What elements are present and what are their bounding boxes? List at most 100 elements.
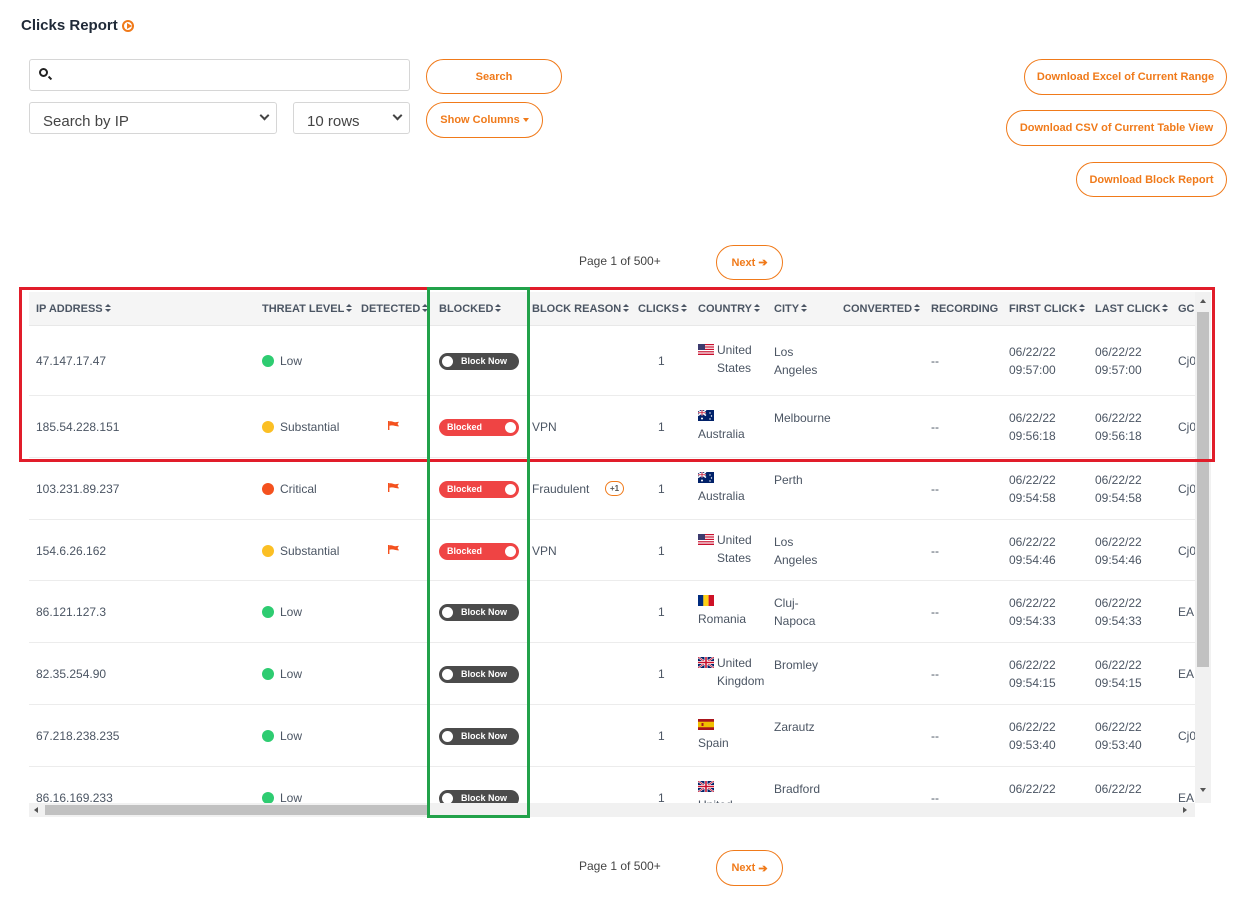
last-click: 06/22/22 09:57:00 — [1095, 343, 1142, 379]
block-toggle[interactable]: Blocked — [439, 481, 519, 498]
col-blocked[interactable]: BLOCKED — [439, 303, 502, 315]
search-input[interactable] — [58, 64, 398, 86]
block-toggle[interactable]: Block Now — [439, 728, 519, 745]
block-toggle[interactable]: Blocked — [439, 542, 519, 560]
table-row[interactable]: 103.231.89.237 Critical Blocked Fraudulent +… — [29, 458, 1196, 520]
city: Melbourne — [774, 411, 831, 425]
flag-es-icon — [698, 719, 714, 730]
first-click-date: 06/22/22 — [1009, 782, 1056, 796]
country-cell: Romania — [698, 592, 746, 628]
toggle-label: Block Now — [461, 669, 508, 679]
clicks-table: IP ADDRESS THREAT LEVEL DETECTED BLOCKED… — [29, 292, 1211, 817]
ip-address[interactable]: 103.231.89.237 — [36, 482, 120, 496]
table-row[interactable]: 154.6.26.162 Substantial Blocked VPN 1 United… — [29, 520, 1196, 581]
toggle-label: Block Now — [461, 356, 508, 366]
country-name: Australia — [698, 489, 745, 503]
col-converted[interactable]: CONVERTED — [843, 303, 921, 315]
first-click-date: 06/22/22 — [1009, 473, 1056, 487]
search-by-value: Search by IP — [43, 113, 129, 130]
next-button-top[interactable]: Next ➔ — [716, 245, 783, 280]
block-toggle[interactable]: Block Now — [439, 353, 519, 370]
col-clicks[interactable]: CLICKS — [638, 303, 687, 315]
table-row[interactable]: 67.218.238.235 Low Block Now 1 Spain Zarautz -… — [29, 705, 1196, 767]
city: Bradford — [774, 782, 821, 796]
page-title-text: Clicks Report — [21, 17, 118, 34]
next-label: Next — [731, 256, 756, 269]
col-label: LAST CLICK — [1095, 303, 1161, 315]
ip-address[interactable]: 82.35.254.90 — [36, 667, 107, 681]
col-last-click[interactable]: LAST CLICK — [1095, 303, 1169, 315]
scroll-right-icon[interactable] — [1183, 807, 1187, 813]
last-click: 06/22/22 09:54:33 — [1095, 594, 1142, 630]
col-country[interactable]: COUNTRY — [698, 303, 760, 315]
caret-down-icon — [522, 118, 529, 122]
show-columns-button[interactable]: Show Columns — [426, 102, 543, 138]
block-reason: VPN — [532, 543, 557, 558]
play-circle-icon[interactable] — [121, 19, 134, 32]
next-button-bottom[interactable]: Next ➔ — [716, 850, 783, 886]
country-name: Romania — [698, 612, 747, 626]
first-click-time: 09:56:18 — [1009, 429, 1056, 443]
block-toggle[interactable]: Blocked — [439, 419, 519, 436]
col-city[interactable]: CITY — [774, 303, 808, 315]
threat-level: Low — [280, 605, 303, 619]
threat-dot-icon — [262, 544, 274, 557]
last-click: 06/22/22 09:54:46 — [1095, 533, 1142, 569]
col-gc: GC — [1178, 303, 1195, 315]
country-name: United Kingdom — [717, 656, 765, 688]
download-csv-button[interactable]: Download CSV of Current Table View — [1006, 110, 1227, 146]
table-row[interactable]: 86.121.127.3 Low Block Now 1 Romania Cluj-Nap… — [29, 581, 1197, 643]
detected-flag-icon — [388, 421, 399, 430]
download-block-report-button[interactable]: Download Block Report — [1076, 162, 1227, 197]
chevron-down-icon — [392, 110, 403, 121]
block-toggle[interactable]: Block Now — [439, 666, 519, 683]
search-by-select[interactable]: Search by IP — [29, 102, 277, 134]
last-click: 06/22/22 09:54:58 — [1095, 471, 1142, 507]
clicks-count: 1 — [658, 729, 665, 743]
horizontal-scrollbar[interactable] — [29, 803, 1195, 817]
block-toggle[interactable]: Block Now — [439, 604, 519, 621]
first-click: 06/22/22 09:54:15 — [1009, 656, 1056, 692]
rows-select[interactable]: 10 rows — [293, 102, 410, 134]
vertical-scroll-thumb[interactable] — [1197, 312, 1209, 667]
first-click-time: 09:54:15 — [1009, 676, 1056, 690]
table-row[interactable]: 185.54.228.151 Substantial Blocked VPN 1 Aust… — [29, 396, 1196, 458]
page-indicator-bottom: Page 1 of 500+ — [579, 859, 661, 873]
search-box[interactable] — [29, 59, 410, 91]
country-name: United States — [717, 532, 752, 565]
scroll-left-icon[interactable] — [34, 807, 38, 813]
col-block-reason[interactable]: BLOCK REASON — [532, 303, 630, 315]
country-cell: Australia — [698, 407, 745, 443]
extra-reasons-badge[interactable]: +1 — [605, 481, 624, 496]
table-row[interactable]: 47.147.17.47 Low Block Now 1 United States Lo… — [29, 326, 1196, 396]
col-threat-level[interactable]: THREAT LEVEL — [262, 303, 353, 315]
download-block-report-label: Download Block Report — [1089, 173, 1214, 186]
block-toggle[interactable]: Block Now — [439, 790, 519, 807]
col-detected[interactable]: DETECTED — [361, 303, 429, 315]
download-excel-button[interactable]: Download Excel of Current Range — [1024, 59, 1227, 95]
search-button[interactable]: Search — [426, 59, 562, 94]
ip-address[interactable]: 185.54.228.151 — [36, 420, 120, 434]
first-click: 06/22/22 09:57:00 — [1009, 343, 1056, 379]
horizontal-scroll-thumb[interactable] — [45, 805, 427, 815]
last-click-time: 09:54:33 — [1095, 614, 1142, 628]
ip-address[interactable]: 154.6.26.162 — [36, 543, 107, 558]
detected-flag-icon — [388, 544, 399, 554]
country-name: Spain — [698, 736, 729, 750]
flag-au-icon — [698, 472, 714, 483]
ip-address[interactable]: 86.121.127.3 — [36, 605, 107, 619]
last-click: 06/22/22 09:54:15 — [1095, 656, 1142, 692]
city: Zarautz — [774, 720, 815, 734]
ip-address[interactable]: 67.218.238.235 — [36, 729, 120, 743]
col-ip-address[interactable]: IP ADDRESS — [36, 303, 111, 315]
ip-address[interactable]: 86.16.169.233 — [36, 791, 113, 805]
threat-level: Substantial — [280, 543, 340, 558]
threat-dot-icon — [262, 668, 274, 680]
col-first-click[interactable]: FIRST CLICK — [1009, 303, 1086, 315]
table-row[interactable]: 82.35.254.90 Low Block Now 1 United Kingdom B… — [29, 643, 1197, 705]
scroll-up-icon[interactable] — [1200, 299, 1206, 303]
sort-icon — [422, 304, 429, 313]
vertical-scrollbar[interactable] — [1195, 292, 1211, 803]
scroll-down-icon[interactable] — [1200, 788, 1206, 792]
ip-address[interactable]: 47.147.17.47 — [36, 354, 107, 368]
